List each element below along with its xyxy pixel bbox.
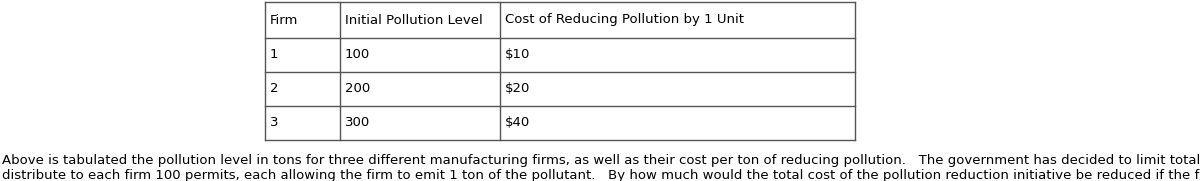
Text: 2: 2 bbox=[270, 83, 278, 96]
Text: 1: 1 bbox=[270, 49, 278, 62]
Text: 100: 100 bbox=[346, 49, 371, 62]
Text: Above is tabulated the pollution level in tons for three different manufacturing: Above is tabulated the pollution level i… bbox=[2, 154, 1200, 167]
Text: $20: $20 bbox=[505, 83, 530, 96]
Text: 300: 300 bbox=[346, 117, 371, 129]
Text: 3: 3 bbox=[270, 117, 278, 129]
Text: Firm: Firm bbox=[270, 14, 299, 26]
Text: Initial Pollution Level: Initial Pollution Level bbox=[346, 14, 482, 26]
Text: distribute to each firm 100 permits, each allowing the firm to emit 1 ton of the: distribute to each firm 100 permits, eac… bbox=[2, 169, 1200, 181]
Text: $40: $40 bbox=[505, 117, 530, 129]
Text: Cost of Reducing Pollution by 1 Unit: Cost of Reducing Pollution by 1 Unit bbox=[505, 14, 744, 26]
Text: $10: $10 bbox=[505, 49, 530, 62]
Text: 200: 200 bbox=[346, 83, 371, 96]
